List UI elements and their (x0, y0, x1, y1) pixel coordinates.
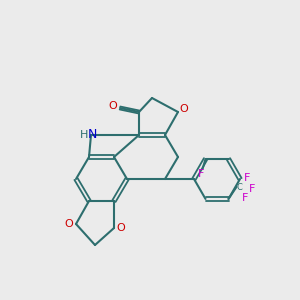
Text: H: H (80, 130, 88, 140)
Text: F: F (198, 169, 205, 179)
Text: O: O (109, 101, 117, 111)
Text: O: O (180, 104, 188, 114)
Text: O: O (117, 223, 125, 233)
Text: F: F (242, 193, 249, 203)
Text: N: N (87, 128, 97, 140)
Text: O: O (64, 219, 74, 229)
Text: F: F (249, 184, 256, 194)
Text: F: F (244, 173, 251, 183)
Text: C: C (237, 183, 242, 192)
